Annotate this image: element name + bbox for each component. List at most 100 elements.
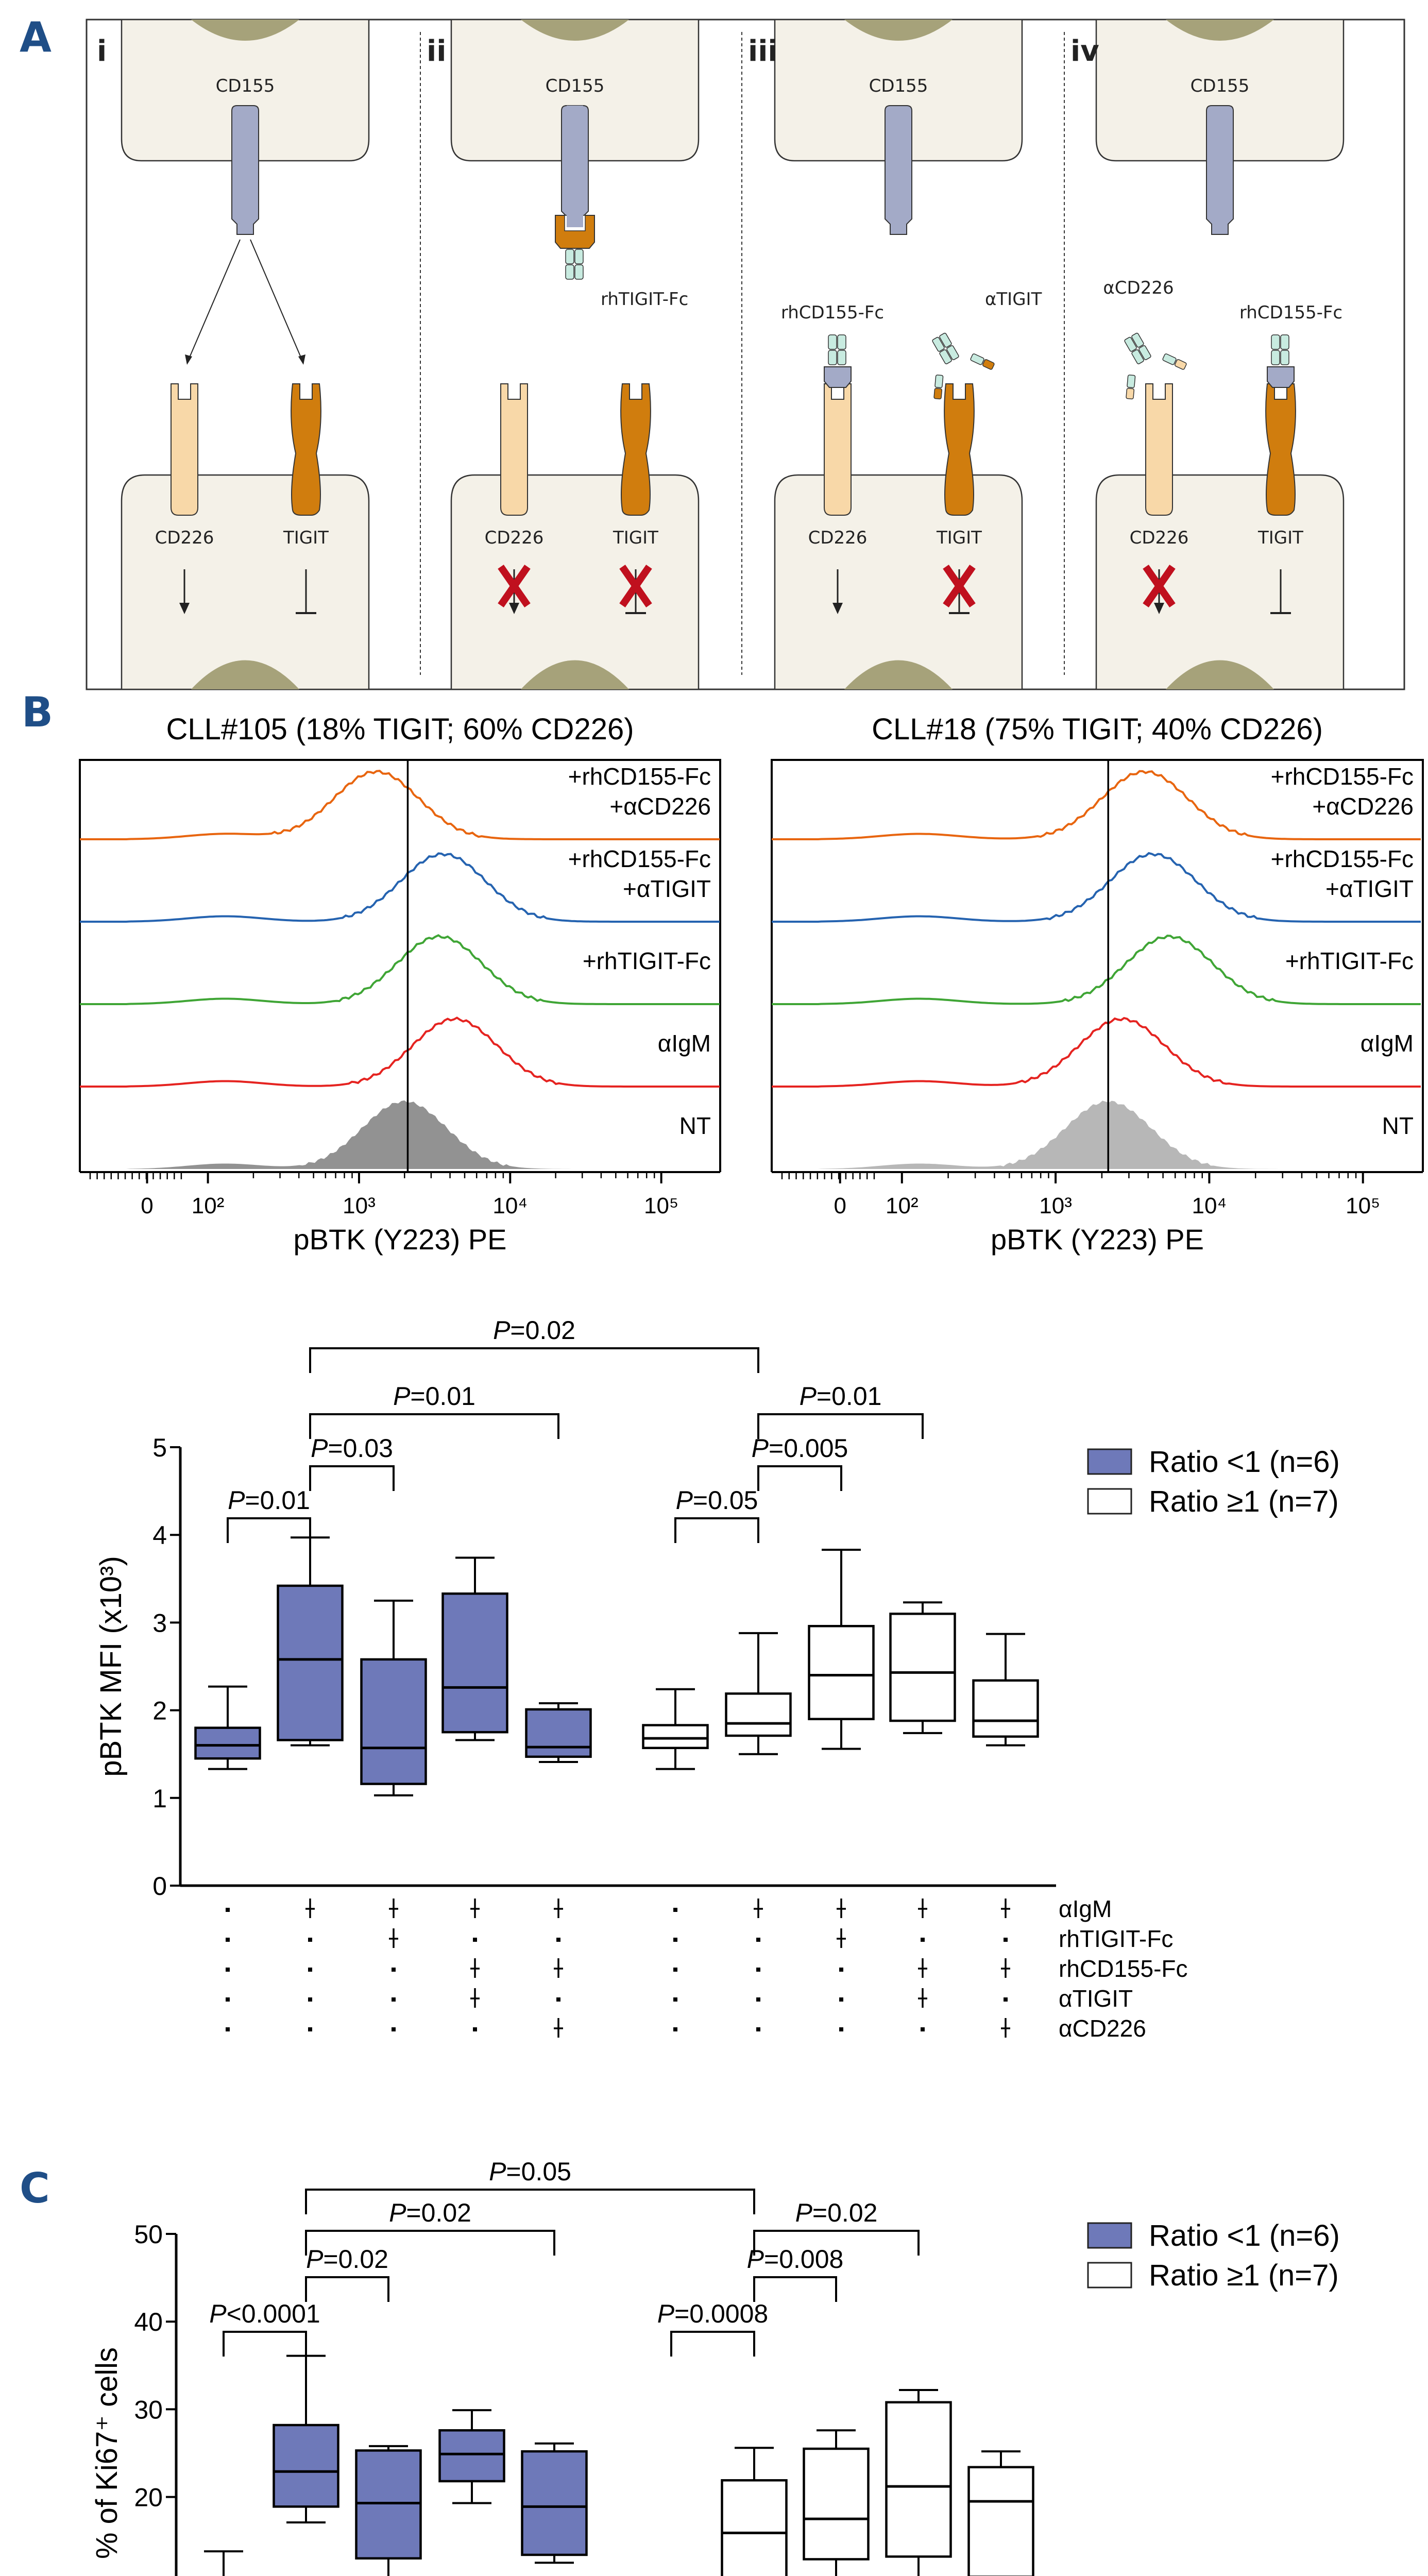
condition-minus (473, 2027, 477, 2031)
condition-minus (308, 1997, 312, 2002)
fc-domain (837, 350, 846, 365)
condition-minus (392, 1997, 396, 2002)
p-italic: P (747, 2245, 764, 2274)
y-tick-label: 2 (152, 1697, 167, 1725)
series-label: +αTIGIT (623, 875, 711, 902)
x-tick-label: 10³ (1039, 1193, 1072, 1218)
p-value-label: P=0.02 (795, 2198, 878, 2227)
condition-minus (921, 2027, 925, 2031)
top-nucleus (521, 20, 629, 41)
p-value-label: P=0.01 (800, 1382, 882, 1411)
p-value: =0.01 (245, 1486, 310, 1515)
antibody-variable-region (933, 387, 943, 400)
cd155-inserted (567, 106, 583, 227)
condition-plus (470, 1899, 480, 1918)
condition-minus (673, 1968, 677, 1972)
condition-minus (226, 1938, 230, 1942)
histogram-curve-rhtigitfc (772, 935, 1421, 1005)
binding-arrow-icon (186, 239, 241, 364)
cd155-label: CD155 (216, 76, 275, 96)
box-ratio-ge1-4 (967, 2450, 1034, 2576)
condition-minus (839, 2027, 843, 2031)
box-iqr (441, 1592, 508, 1734)
fc-domain (565, 264, 574, 280)
p-value: =0.01 (817, 1382, 882, 1411)
histogram-curve-igm (772, 1016, 1421, 1088)
legend-label: Ratio <1 (n=6) (1149, 1445, 1340, 1479)
y-tick-label: 40 (134, 2308, 163, 2336)
histogram-title: CLL#105 (18% TIGIT; 60% CD226) (166, 713, 634, 746)
panel-letter-b: B (22, 688, 53, 736)
condition-minus (308, 2027, 312, 2031)
p-value: =0.01 (410, 1382, 475, 1411)
box-iqr (725, 1692, 792, 1737)
condition-minus (473, 1938, 477, 1942)
top-cell (450, 19, 700, 162)
significance-bracket (223, 2331, 307, 2357)
cd155-label: CD155 (546, 76, 605, 96)
histogram-title: CLL#18 (75% TIGIT; 40% CD226) (872, 713, 1323, 746)
rhcd155-fc (1271, 334, 1289, 365)
legend-label: Ratio ≥1 (n=7) (1149, 1485, 1339, 1518)
series-label: αIgM (1361, 1030, 1414, 1057)
condition-plus (554, 1899, 563, 1918)
y-tick-label: 1 (152, 1784, 167, 1813)
reagent-label: rhCD155-Fc (1239, 302, 1342, 323)
y-tick-label: 0 (152, 1872, 167, 1901)
panel-a-diagram: i CD155 CD226 TIGIT ii CD155 CD226 TIGIT rhTIGIT… (86, 19, 1405, 690)
condition-minus (839, 1997, 843, 2002)
antibody-variable-region (1126, 387, 1135, 400)
rhcd155-head (824, 366, 852, 388)
anti-cd226-antibody (1124, 332, 1187, 400)
p-italic: P (657, 2299, 675, 2328)
box-ratio-ge1-4 (972, 1633, 1039, 1747)
panel-letter-a: A (20, 13, 52, 61)
antibody-fc-domain (1124, 336, 1137, 352)
box-ratio-lt1-2 (360, 1599, 427, 1797)
p-value-label: P=0.008 (747, 2245, 844, 2274)
fc-domain (574, 264, 584, 280)
cd226-receptor (824, 383, 852, 516)
cd226-receptor (500, 383, 528, 516)
box-ratio-ge1-2 (803, 2429, 870, 2576)
box-ratio-lt1-1 (277, 1536, 344, 1747)
arrowhead-icon (185, 354, 192, 365)
p-value-label: P=0.01 (228, 1486, 310, 1515)
antibody-fc-domain (1131, 349, 1144, 364)
histogram-curve-nt (772, 1100, 1423, 1169)
series-label: +rhTIGIT-Fc (1285, 947, 1414, 974)
condition-minus (673, 1997, 677, 2002)
p-italic: P (800, 1382, 817, 1411)
blocked-cross-icon (943, 565, 976, 607)
box-iqr (889, 1613, 956, 1722)
condition-minus (673, 1908, 677, 1912)
box-iqr (194, 1726, 261, 1760)
rhcd155-head (1267, 366, 1295, 388)
series-label: αIgM (658, 1030, 711, 1057)
box-iqr (438, 2429, 505, 2483)
fc-domain (1271, 334, 1280, 350)
subpanel-ii: ii CD155 CD226 TIGIT rhTIGIT-Fc (420, 19, 700, 690)
cd155-protein (1206, 105, 1234, 235)
x-tick-label: 0 (834, 1193, 846, 1218)
box-ratio-lt1-2 (355, 2445, 422, 2576)
arrowhead-icon (298, 354, 305, 365)
x-axis-label: pBTK (Y223) PE (991, 1223, 1204, 1256)
condition-plus (918, 1958, 927, 1978)
p-value: =0.02 (812, 2198, 878, 2227)
p-value: =0.008 (764, 2245, 843, 2274)
p-value: <0.0001 (227, 2299, 320, 2328)
reagent-label: αTIGIT (985, 289, 1042, 310)
box-ratio-ge1-3 (885, 2388, 952, 2576)
significance-bracket (753, 2230, 920, 2256)
condition-plus (1001, 1899, 1010, 1918)
fc-domain (837, 334, 846, 350)
p-italic: P (676, 1486, 693, 1515)
rhcd155-fc (828, 334, 846, 365)
condition-minus (392, 1968, 396, 1972)
condition-minus (756, 1968, 760, 1972)
antibody-fc-domain (939, 332, 952, 348)
condition-row-label: rhCD155-Fc (1059, 1955, 1188, 1982)
y-axis-label: % of Ki67⁺ cells (90, 2347, 124, 2559)
box-ratio-lt1-0 (194, 1685, 261, 1770)
